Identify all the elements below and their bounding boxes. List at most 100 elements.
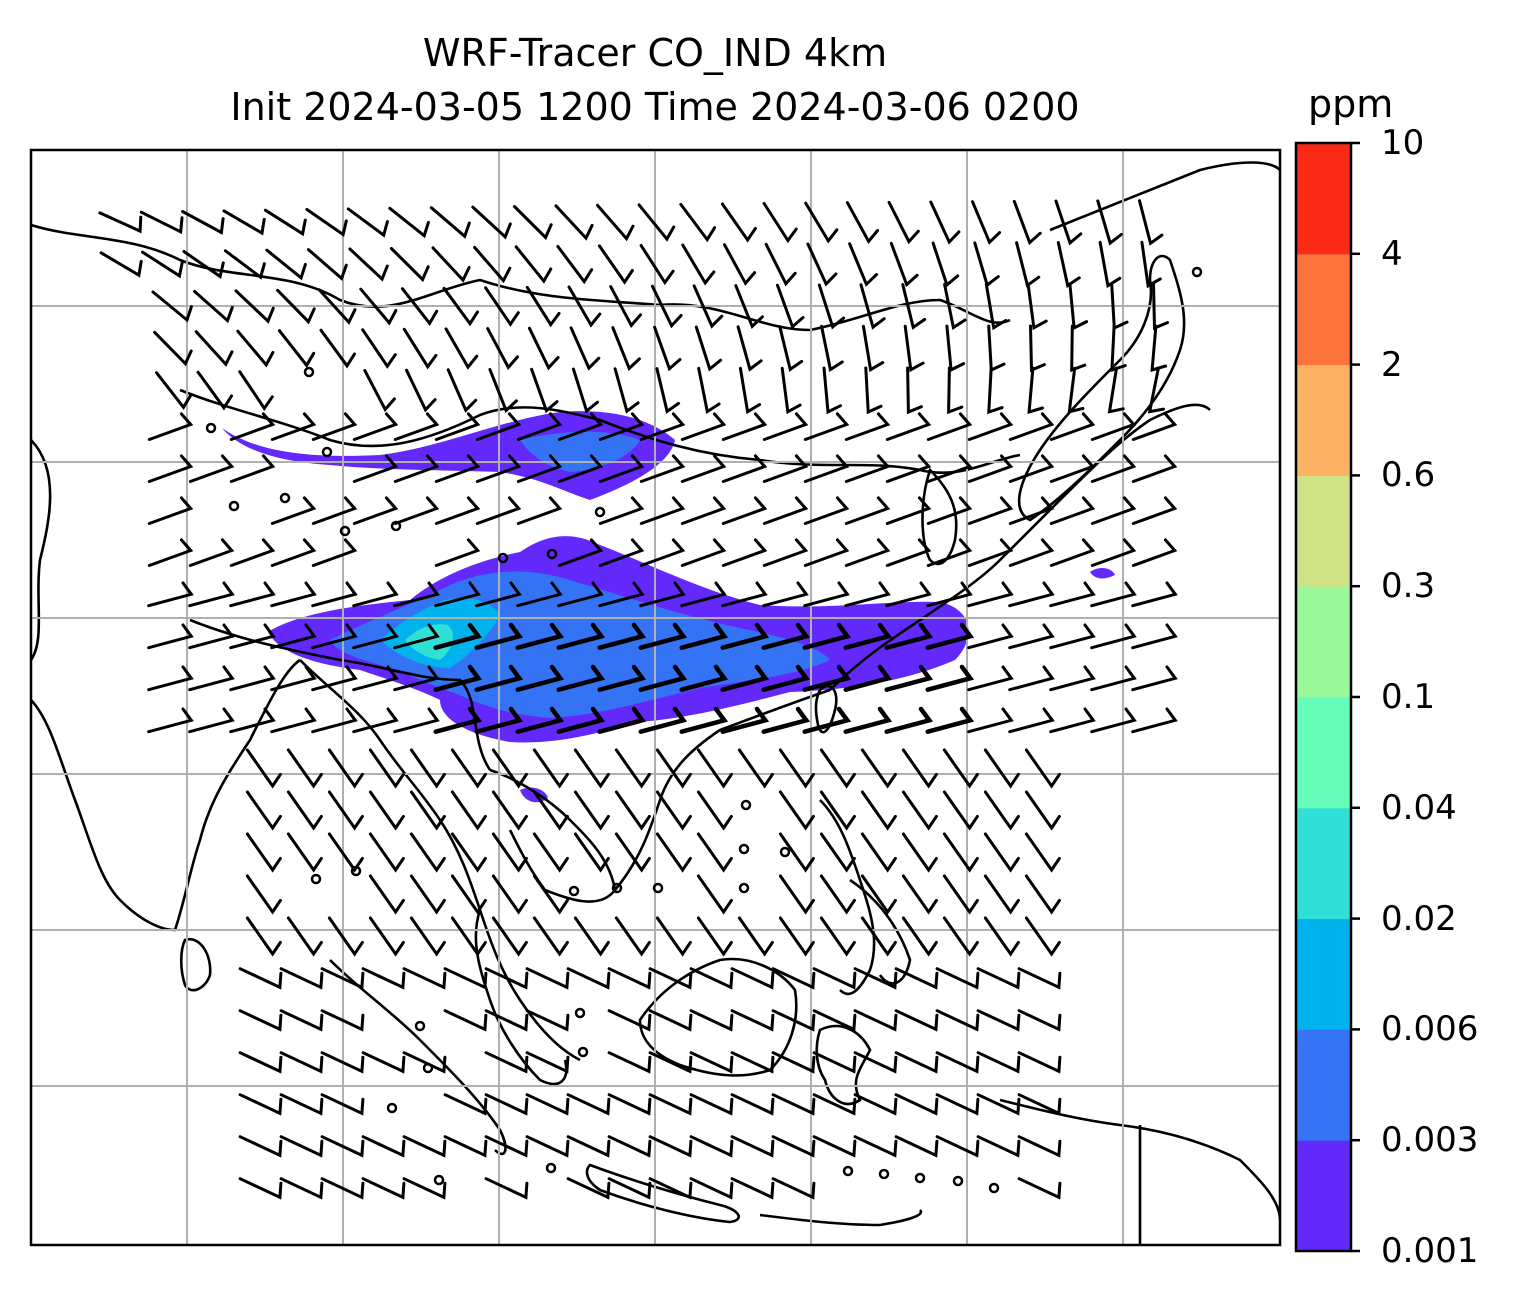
wind-barb [1049,454,1096,483]
wind-barb [147,412,194,441]
wind-barb [306,248,348,281]
wind-barb [1090,581,1137,608]
wind-barb [147,454,194,483]
wind-barb [637,203,676,242]
wind-barb [433,622,483,650]
calm-wind-circle [740,799,752,811]
wind-barb [929,200,961,245]
wind-barb [229,707,276,734]
wind-barb [638,622,688,650]
wind-barb [894,1051,939,1074]
wind-barb [926,496,973,525]
wind-barb [925,664,975,692]
wind-barb [947,366,964,415]
wind-barb [446,368,478,413]
map-panel [31,150,1280,1245]
wind-barb [1024,916,1061,957]
wind-barb [1054,199,1083,246]
wind-barb [393,581,440,608]
wind-barb [967,581,1014,608]
wind-barb [554,204,594,241]
calm-wind-circle [568,885,580,897]
wind-barb [884,664,934,692]
colorbar-segment [1296,364,1351,476]
wind-barb [402,967,447,990]
wind-barb [434,496,481,525]
wind-barb [514,245,553,284]
wind-barb [1008,538,1055,567]
wind-barb [1090,496,1137,525]
wind-barb [771,967,816,990]
wind-barb [573,832,610,873]
wind-barb [730,1177,775,1200]
wind-barb [859,283,886,330]
wind-barb [346,207,389,238]
wind-barb [279,1093,324,1116]
wind-barb [844,412,891,441]
wind-barb [1049,412,1096,441]
wind-barb [1008,496,1055,525]
wind-barb [803,581,850,608]
wind-barb [389,247,430,283]
wind-barb [803,496,850,525]
wind-barb [967,538,1014,567]
wind-barb [597,664,647,692]
coastline-taiwan [814,684,838,734]
wind-barb [1026,282,1048,331]
wind-barb [530,367,559,414]
wind-barb [222,209,266,236]
wind-barb [429,206,471,239]
wind-barb [361,1051,406,1074]
wind-barb [812,1009,857,1032]
wind-barb [689,1009,734,1032]
calm-wind-circle [738,843,750,855]
wind-barb [471,205,512,240]
wind-barb [320,1051,365,1074]
wind-barb [648,1093,693,1116]
wind-barb [352,707,399,734]
wind-barb [894,967,939,990]
wind-barbs [98,199,1203,1200]
wind-barb [352,412,399,441]
wind-barb [348,247,389,282]
wind-barb [147,665,194,692]
wind-barb [181,210,225,235]
coastline-sumatra [329,959,507,1156]
wind-barb [761,664,811,692]
tracer-plume [222,411,1115,803]
wind-barb [885,538,932,567]
calm-wind-circle [497,552,509,564]
wind-barb [967,454,1014,483]
wind-barb [771,1093,816,1116]
colorbar-unit-label: ppm [1308,82,1394,126]
wind-barb [778,325,804,372]
wind-barb [680,538,727,567]
wind-barb [762,454,809,483]
wind-barb [613,367,640,414]
coastline-borneo [638,957,798,1077]
wind-barb [971,200,1002,245]
wind-barb [607,1051,652,1074]
wind-barb [571,367,599,414]
wind-barb [352,496,399,525]
wind-barb [393,412,440,441]
wind-barb [484,967,529,990]
wind-barb [597,244,634,285]
colorbar-segment [1296,586,1351,698]
wind-barb [352,454,399,483]
wind-barb [182,250,225,279]
wind-barb [573,748,610,789]
wind-barb [532,916,569,957]
wind-barb [780,366,802,415]
colorbar-segment [1296,807,1351,920]
wind-barb [474,706,524,734]
wind-barb [771,1009,816,1032]
wind-barb [1017,1177,1062,1200]
wind-barb [1024,790,1061,831]
wind-barb [566,1177,611,1200]
wind-barb [598,496,645,525]
wind-barb [1008,665,1055,692]
wind-barb [762,538,809,567]
coastline-philippines [819,799,912,996]
